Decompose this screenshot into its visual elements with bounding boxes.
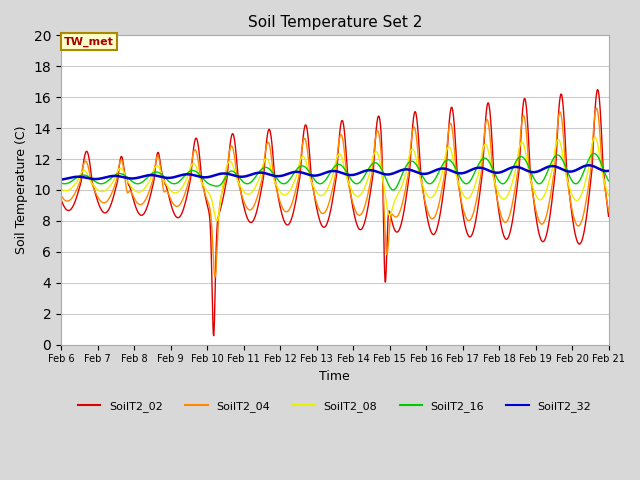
SoilT2_16 <box>301 164 308 169</box>
SoilT2_32 <box>369 168 376 173</box>
SoilT2_02 <box>210 333 218 338</box>
Line: SoilT2_04: SoilT2_04 <box>61 108 609 277</box>
SoilT2_04 <box>311 194 319 200</box>
Line: SoilT2_08: SoilT2_08 <box>61 137 609 221</box>
SoilT2_16 <box>389 187 397 193</box>
SoilT2_16 <box>100 180 108 186</box>
SoilT2_08 <box>57 186 65 192</box>
SoilT2_04 <box>369 159 377 165</box>
SoilT2_02 <box>369 172 377 178</box>
SoilT2_04 <box>100 200 108 206</box>
SoilT2_02 <box>57 197 65 203</box>
Line: SoilT2_16: SoilT2_16 <box>61 154 609 190</box>
SoilT2_32 <box>605 168 612 174</box>
SoilT2_02 <box>301 123 309 129</box>
SoilT2_04 <box>211 274 219 280</box>
SoilT2_08 <box>605 192 612 198</box>
SoilT2_08 <box>311 186 319 192</box>
Line: SoilT2_02: SoilT2_02 <box>61 90 609 336</box>
X-axis label: Time: Time <box>319 370 350 383</box>
SoilT2_32 <box>122 175 129 180</box>
Legend: SoilT2_02, SoilT2_04, SoilT2_08, SoilT2_16, SoilT2_32: SoilT2_02, SoilT2_04, SoilT2_08, SoilT2_… <box>74 396 596 416</box>
SoilT2_32 <box>57 177 65 182</box>
SoilT2_02 <box>605 214 612 219</box>
SoilT2_32 <box>310 173 318 179</box>
SoilT2_08 <box>369 154 377 160</box>
SoilT2_16 <box>590 151 598 156</box>
SoilT2_02 <box>100 209 108 215</box>
SoilT2_16 <box>605 178 612 184</box>
Line: SoilT2_32: SoilT2_32 <box>61 165 609 180</box>
SoilT2_08 <box>301 156 309 162</box>
SoilT2_08 <box>122 174 129 180</box>
SoilT2_02 <box>290 208 298 214</box>
SoilT2_02 <box>311 196 319 202</box>
SoilT2_08 <box>591 134 599 140</box>
SoilT2_32 <box>585 162 593 168</box>
SoilT2_16 <box>289 171 297 177</box>
SoilT2_16 <box>310 177 318 182</box>
SoilT2_32 <box>100 175 108 181</box>
Text: TW_met: TW_met <box>64 36 114 47</box>
SoilT2_04 <box>301 136 309 142</box>
SoilT2_32 <box>301 170 308 176</box>
SoilT2_04 <box>290 195 298 201</box>
SoilT2_04 <box>593 105 600 111</box>
SoilT2_08 <box>290 180 298 186</box>
SoilT2_32 <box>289 169 297 175</box>
SoilT2_16 <box>122 173 129 179</box>
SoilT2_08 <box>213 218 221 224</box>
SoilT2_16 <box>369 161 376 167</box>
SoilT2_08 <box>100 189 108 194</box>
SoilT2_04 <box>605 208 612 214</box>
SoilT2_02 <box>122 174 129 180</box>
SoilT2_04 <box>57 193 65 199</box>
Y-axis label: Soil Temperature (C): Soil Temperature (C) <box>15 126 28 254</box>
SoilT2_16 <box>57 180 65 186</box>
Title: Soil Temperature Set 2: Soil Temperature Set 2 <box>248 15 422 30</box>
SoilT2_02 <box>594 87 602 93</box>
SoilT2_04 <box>122 181 129 187</box>
